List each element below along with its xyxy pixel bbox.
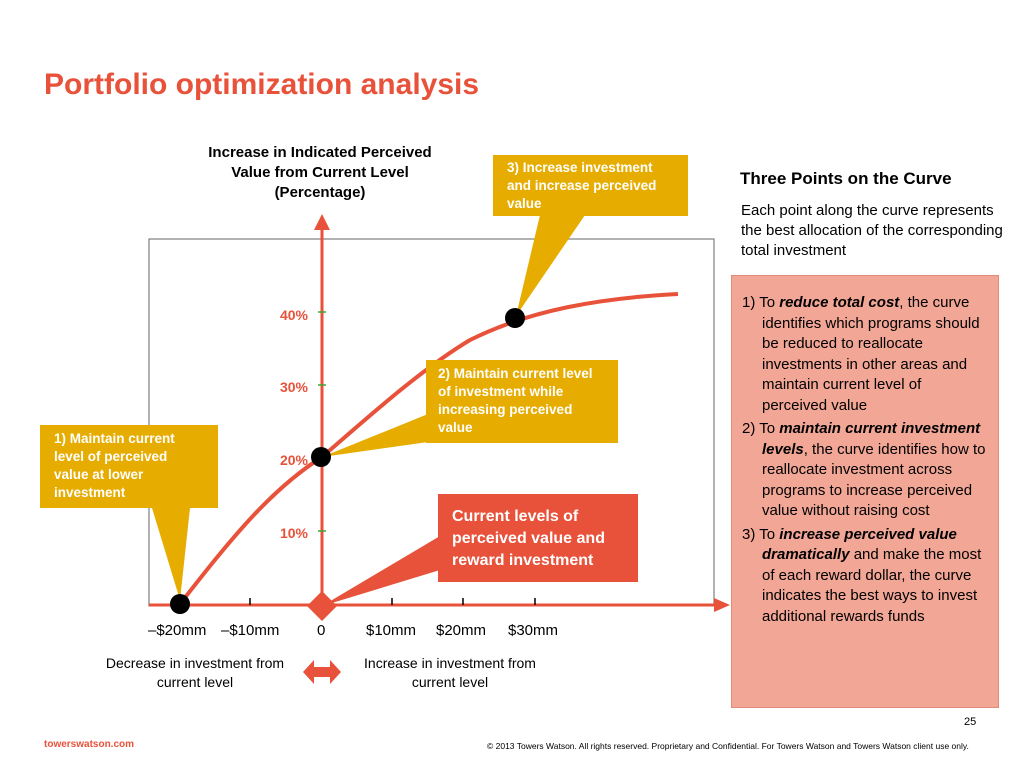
current-levels-callout: Current levels of perceived value and re… (438, 494, 638, 582)
page-title: Portfolio optimization analysis (44, 68, 480, 101)
y-axis-title-line-3: (Percentage) (274, 184, 366, 201)
callout-3: 3) Increase investment and increase perc… (493, 155, 688, 216)
x-caption-decrease: Decrease in investment from current leve… (105, 655, 285, 690)
side-description: Each point along the curve represents th… (741, 202, 1003, 259)
point-1 (170, 594, 190, 614)
point-2 (311, 447, 331, 467)
y-tick-label: 40% (280, 307, 309, 323)
side-heading: Three Points on the Curve (740, 169, 952, 188)
point-3 (505, 308, 525, 328)
y-axis-title-line-1: Increase in Indicated Perceived (208, 144, 432, 161)
callout-2-pointer (322, 414, 428, 457)
copyright-notice: © 2013 Towers Watson. All rights reserve… (487, 741, 969, 751)
y-tick-label: 10% (280, 525, 309, 541)
y-tick-label: 20% (280, 452, 309, 468)
current-callout-pointer (322, 536, 440, 606)
double-arrow-icon (303, 660, 341, 684)
x-axis-arrow (714, 598, 730, 612)
x-tick-label: $10mm (366, 622, 417, 639)
x-tick-marks (249, 598, 536, 605)
x-tick-label: $30mm (508, 622, 559, 639)
y-tick-label: 30% (280, 379, 309, 395)
points-explanation-panel: 1) To reduce total cost, the curve ident… (731, 275, 999, 708)
efficiency-curve (178, 292, 679, 606)
explanation-item-2: 2) To maintain current investment levels… (742, 420, 986, 519)
x-caption-increase: Increase in investment from current leve… (364, 655, 536, 690)
callout-3-pointer (516, 215, 585, 316)
callout-2: 2) Maintain current level of investment … (426, 360, 618, 443)
y-axis-arrow (314, 214, 330, 230)
current-position-diamond (307, 591, 337, 621)
x-tick-label: 0 (317, 622, 326, 639)
page-number: 25 (964, 716, 977, 728)
brand-link[interactable]: towerswatson.com (44, 739, 135, 750)
x-tick-label: –$10mm (221, 622, 280, 639)
y-axis-title-line-2: Value from Current Level (231, 164, 409, 181)
y-axis-title: Increase in Indicated Perceived Value fr… (185, 143, 455, 203)
callout-1-pointer (152, 508, 190, 600)
explanation-item-3: 3) To increase perceived value dramatica… (742, 525, 982, 625)
x-tick-label: –$20mm (148, 622, 207, 639)
x-tick-label: $20mm (436, 622, 487, 639)
explanation-item-1: 1) To reduce total cost, the curve ident… (742, 294, 980, 414)
callout-1: 1) Maintain current level of perceived v… (40, 425, 218, 508)
